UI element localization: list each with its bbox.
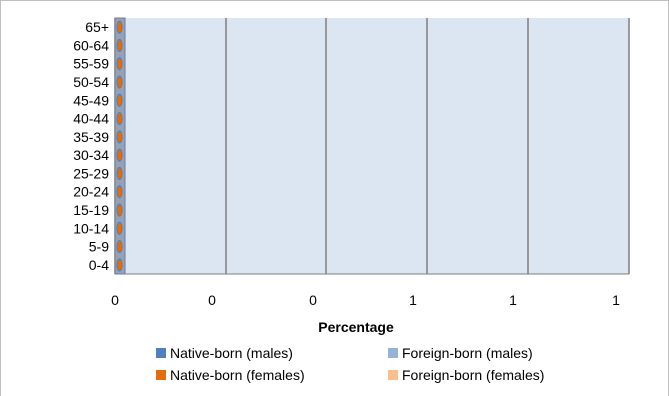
- legend-item: Foreign-born (males): [388, 344, 626, 362]
- x-tick-label: 0: [208, 292, 216, 308]
- y-category-label: 55-59: [73, 56, 109, 72]
- bar-marker-30-34: [116, 148, 123, 162]
- bar-marker-65+: [116, 20, 123, 34]
- bar-marker-20-24: [116, 185, 123, 199]
- plot-area: [114, 17, 630, 275]
- bar-marker-55-59: [116, 57, 123, 71]
- legend-swatch: [156, 370, 166, 380]
- legend: Native-born (males) Foreign-born (males) N…: [156, 344, 626, 384]
- legend-swatch: [388, 370, 398, 380]
- y-category-label: 0-4: [89, 257, 109, 273]
- y-category-label: 10-14: [73, 220, 109, 236]
- legend-item: Foreign-born (females): [388, 366, 626, 384]
- x-axis-title: Percentage: [318, 319, 394, 335]
- legend-swatch: [388, 348, 398, 358]
- legend-swatch: [156, 348, 166, 358]
- x-tick-label: 0: [309, 292, 317, 308]
- legend-label: Native-born (females): [170, 367, 305, 383]
- legend-label: Foreign-born (males): [402, 345, 533, 361]
- x-axis-tick-labels: 0 0 0 1 1 1: [111, 292, 620, 308]
- bar-marker-25-29: [116, 166, 123, 180]
- x-tick-label: 0: [111, 292, 119, 308]
- y-category-label: 45-49: [73, 92, 109, 108]
- bar-marker-15-19: [116, 203, 123, 217]
- bar-marker-5-9: [116, 240, 123, 254]
- bar-marker-45-49: [116, 93, 123, 107]
- bar-marker-40-44: [116, 112, 123, 126]
- y-category-label: 30-34: [73, 147, 109, 163]
- bar-marker-60-64: [116, 38, 123, 52]
- x-tick-label: 1: [612, 292, 620, 308]
- zero-stub-column: [114, 17, 126, 275]
- legend-label: Foreign-born (females): [402, 367, 545, 383]
- y-category-label: 25-29: [73, 165, 109, 181]
- bar-marker-50-54: [116, 75, 123, 89]
- y-category-label: 5-9: [89, 239, 109, 255]
- legend-label: Native-born (males): [170, 345, 293, 361]
- bar-marker-0-4: [116, 258, 123, 272]
- bar-marker-35-39: [116, 130, 123, 144]
- y-category-label: 35-39: [73, 129, 109, 145]
- legend-item: Native-born (males): [156, 344, 388, 362]
- plot-background: [115, 18, 629, 274]
- bar-marker-10-14: [116, 221, 123, 235]
- bar-layer: [116, 20, 123, 272]
- y-category-label: 40-44: [73, 111, 109, 127]
- y-axis-category-labels: 0-4 5-9 10-14 15-19 20-24 25-29 30-34 35-39 40-4…: [73, 19, 109, 273]
- y-category-label: 15-19: [73, 202, 109, 218]
- legend-item: Native-born (females): [156, 366, 388, 384]
- x-tick-label: 1: [509, 292, 517, 308]
- y-category-label: 20-24: [73, 184, 109, 200]
- y-category-label: 50-54: [73, 74, 109, 90]
- y-category-label: 65+: [85, 19, 109, 35]
- x-tick-label: 1: [409, 292, 417, 308]
- y-category-label: 60-64: [73, 37, 109, 53]
